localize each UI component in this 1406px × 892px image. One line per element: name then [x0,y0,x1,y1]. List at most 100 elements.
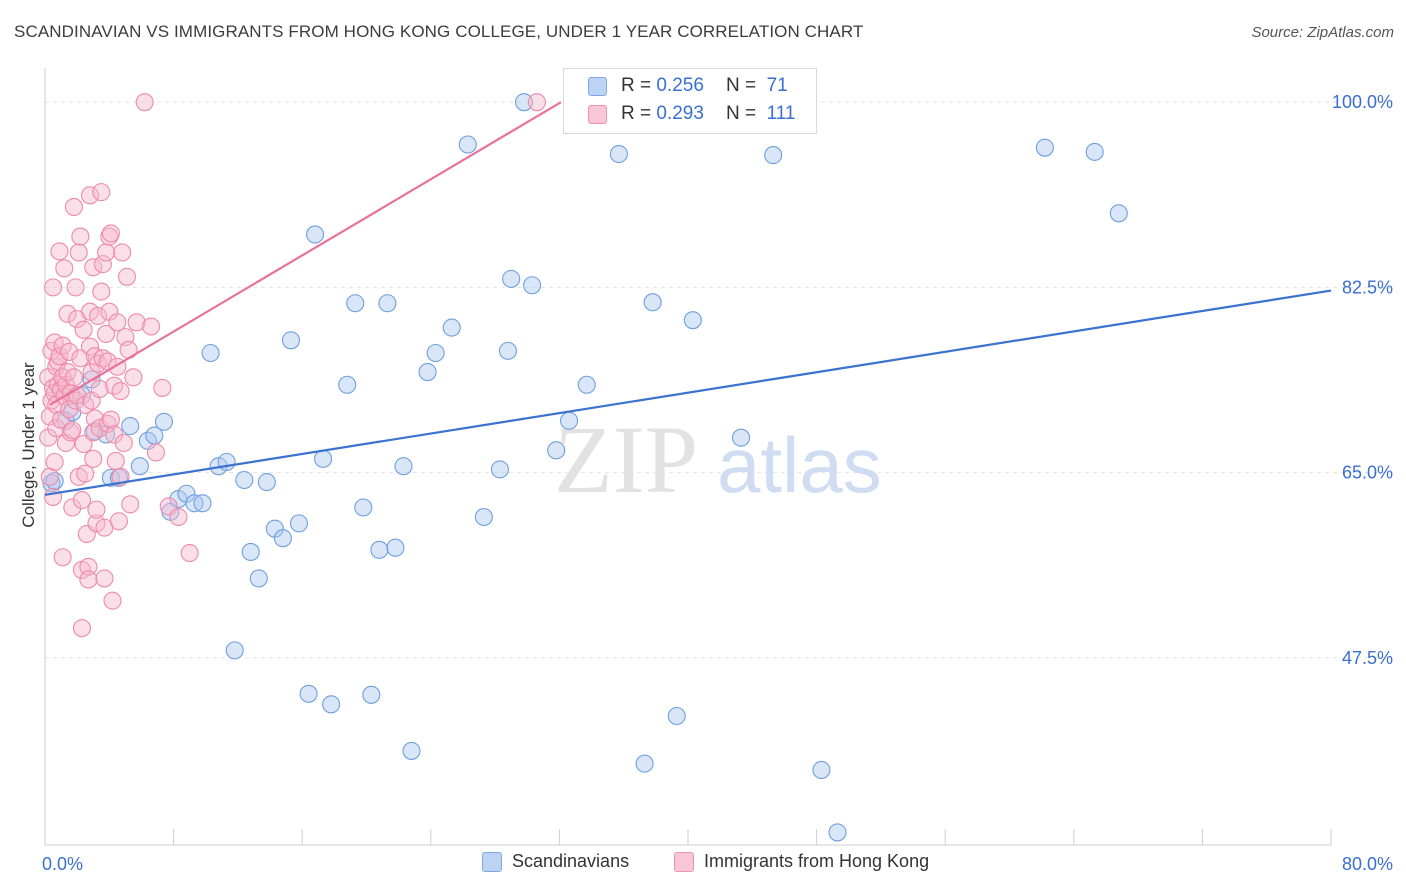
scandinavian-point [442,318,461,337]
scandinavian-point [121,416,140,436]
axes [44,68,1332,846]
x-tick-label: 0.0% [42,854,83,874]
scandinavian-point [828,823,847,842]
scandinavian-point [154,412,174,431]
hongkong-point [47,419,66,438]
hongkong-point [93,255,112,274]
hongkong-point [97,243,116,262]
scandinavian-point [370,540,389,559]
legend-label: Scandinavians [512,851,630,871]
scandinavian-point [201,343,220,363]
trend-lines [44,101,1332,496]
r-label: R = [621,75,652,96]
hongkong-point [106,451,125,470]
hongkong-point [64,197,83,216]
scandinavian-point [514,93,534,112]
hongkong-point [69,243,88,262]
hongkong-point [101,410,120,429]
y-tick-label: 82.5% [1342,277,1393,297]
hongkong-point [80,302,100,321]
hongkong-point [103,591,122,610]
watermark: ZIP atlas [554,406,882,513]
hongkong-point [135,93,154,112]
hongkong-point [121,495,140,514]
swatch-scandinavians [588,76,607,96]
scandinavian-point [249,569,268,588]
hongkong-point [527,93,546,112]
legend-item-hongkong[interactable]: Immigrants from Hong Kong [674,851,929,872]
hongkong-point [80,186,100,205]
hongkong-point [50,347,69,366]
hongkong-point [43,278,63,297]
data-points [39,93,1128,842]
scandinavian-point [418,362,437,382]
hongkong-point [180,543,199,563]
scandinavian-point [1035,138,1054,157]
hongkong-point [71,227,90,246]
gridlines [45,101,1392,659]
hongkong-point [74,434,93,454]
hongkong-point [108,313,127,332]
hongkong-point [74,320,93,339]
scandinavian-point [42,474,61,493]
scandinavian-point [523,276,542,295]
scandinavian-point [764,146,783,165]
hongkong-point [142,317,161,336]
hongkong-point [55,259,74,278]
scandinavian-point [378,294,397,313]
scandinavian-point [354,498,373,517]
scandinavian-point [241,542,260,562]
hongkong-point [40,467,59,486]
swatch-hongkong [588,104,607,124]
hongkong-point [92,282,111,301]
hongkong-point [45,452,64,472]
legend-item-scandinavians[interactable]: Scandinavians [482,851,629,872]
scandinavian-point [458,135,477,154]
scandinavian-point [225,641,244,660]
hongkong-point [71,349,90,368]
watermark-atlas: atlas [717,421,882,509]
tick-labels: 47.5% 65.0% 82.5% 100.0% 0.0% 80.0% [42,92,1393,874]
r-value: 0.256 [656,75,704,96]
n-value: 71 [766,75,788,96]
scandinavian-point [306,225,325,244]
scandinavian-point [402,741,421,760]
hongkong-point [111,382,130,401]
hongkong-point [72,619,92,638]
scandinavian-point [812,760,831,780]
stats-legend: R = 0.256 N = 71 R = 0.293 N = 111 [563,68,817,134]
chart-title: SCANDINAVIAN VS IMMIGRANTS FROM HONG KON… [14,22,864,41]
hongkong-point [97,324,116,343]
hongkong-point [84,258,103,277]
scandinavian-point [346,294,365,313]
y-tick-label: 100.0% [1332,92,1393,112]
scandinavian-point [635,754,654,773]
hongkong-point [124,368,143,387]
hongkong-point [153,378,172,397]
hongkong-point [40,407,59,426]
scandinavian-point [426,343,445,363]
hongkong-point [92,183,111,202]
scandinavian-point [257,473,276,492]
hongkong-point [88,306,108,326]
scandinavian-point [490,460,509,479]
scandinavian-point [299,684,318,703]
stats-row-scandinavians: R = 0.256 N = 71 [588,74,788,98]
hongkong-point [66,278,85,297]
n-label: N = [725,103,757,124]
hongkong-point [113,243,132,262]
scandinavian-point [498,341,518,360]
hongkong-point [72,491,92,510]
hongkong-point [50,242,69,261]
trend-line-hongkong [49,101,562,406]
scandinavian-point [235,470,254,490]
hongkong-point [76,464,95,483]
scandinavian-point [338,375,357,394]
legend-swatch-hongkong [674,851,694,872]
scandinavian-point [1109,204,1128,223]
hongkong-point [43,487,63,506]
hongkong-point [60,342,79,361]
scandinavian-point [502,269,521,288]
scandinavian-point [643,293,662,312]
